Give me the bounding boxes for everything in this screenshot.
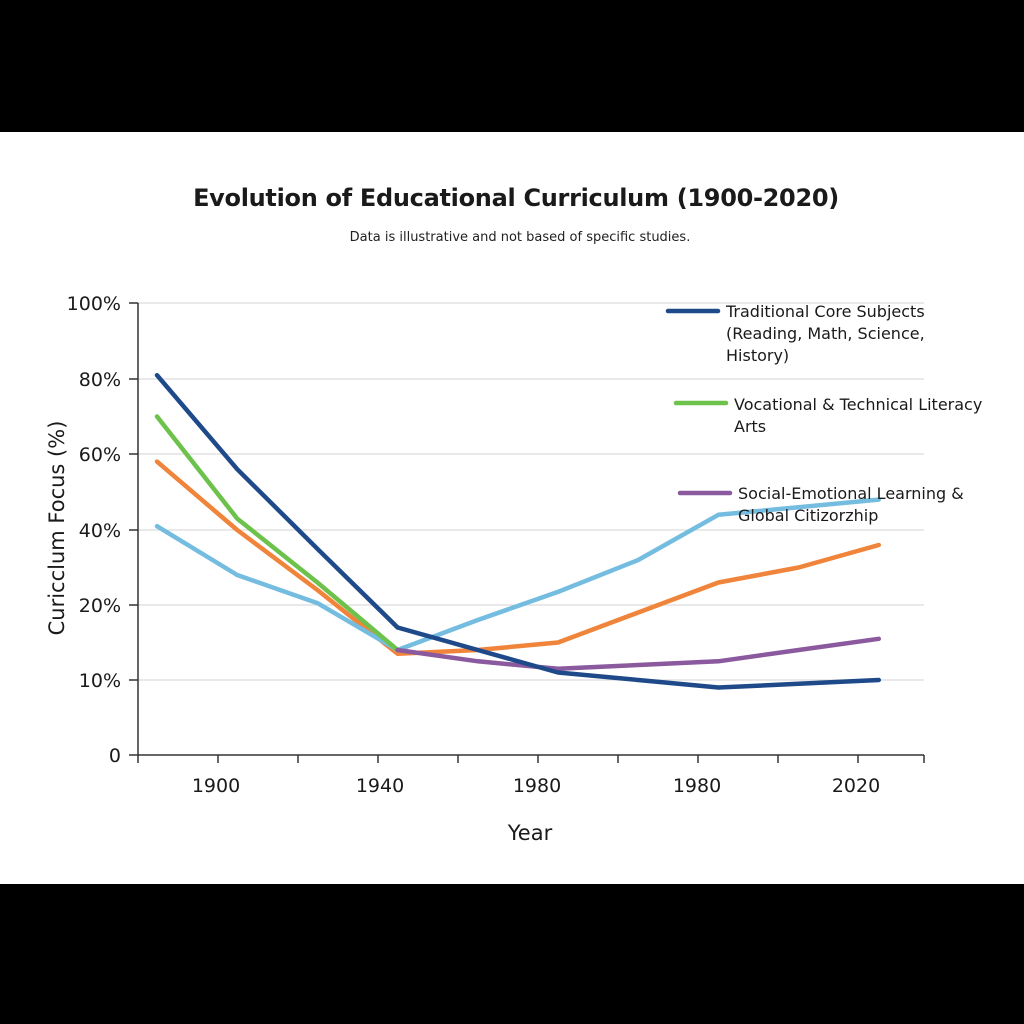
y-tick-label: 60% xyxy=(79,444,121,466)
legend-label: Global Citizorzhip xyxy=(738,506,878,525)
series-line-5 xyxy=(395,636,882,672)
x-axis-ticks: 1900 1940 1980 1980 2020 xyxy=(137,755,925,797)
series-lines xyxy=(154,372,882,690)
legend-label: (Reading, Math, Science, xyxy=(726,324,925,343)
chart-subtitle: Data is illustrative and not based of sp… xyxy=(349,230,691,245)
letterbox-top xyxy=(0,0,1024,132)
y-tick-label: 80% xyxy=(79,369,121,391)
y-tick-label: 100% xyxy=(67,293,121,315)
series-line-3 xyxy=(154,459,882,657)
series-line-1 xyxy=(154,372,882,690)
grid-lines xyxy=(138,302,924,681)
legend-label: Vocational & Technical Literacy xyxy=(734,395,982,414)
letterbox-bottom xyxy=(0,884,1024,1024)
x-tick-label: 2020 xyxy=(832,775,880,797)
x-tick-label: 1980 xyxy=(673,775,721,797)
axes xyxy=(137,303,924,756)
y-tick-label: 20% xyxy=(79,595,121,617)
y-tick-label: 0 xyxy=(109,745,121,767)
y-axis-ticks: 0 10% 20% 40% 60% 80% 100% xyxy=(67,293,138,767)
x-tick-label: 1980 xyxy=(513,775,561,797)
chart-title: Evolution of Educational Curriculum (190… xyxy=(193,184,839,212)
y-tick-label: 10% xyxy=(79,670,121,692)
y-axis-label: Curicclum Focus (%) xyxy=(45,421,69,636)
chart-panel xyxy=(0,132,1024,884)
legend-label: Arts xyxy=(734,417,766,436)
series-line-4 xyxy=(154,497,882,653)
x-axis-label: Year xyxy=(507,821,553,845)
series-line-2 xyxy=(154,414,400,653)
x-tick-label: 1900 xyxy=(192,775,240,797)
legend-label: History) xyxy=(726,346,789,365)
legend-label: Social-Emotional Learning & xyxy=(738,484,964,503)
legend-label: Traditional Core Subjects xyxy=(725,302,925,321)
legend: Traditional Core Subjects (Reading, Math,… xyxy=(665,302,982,525)
x-tick-label: 1940 xyxy=(356,775,404,797)
y-tick-label: 40% xyxy=(79,520,121,542)
